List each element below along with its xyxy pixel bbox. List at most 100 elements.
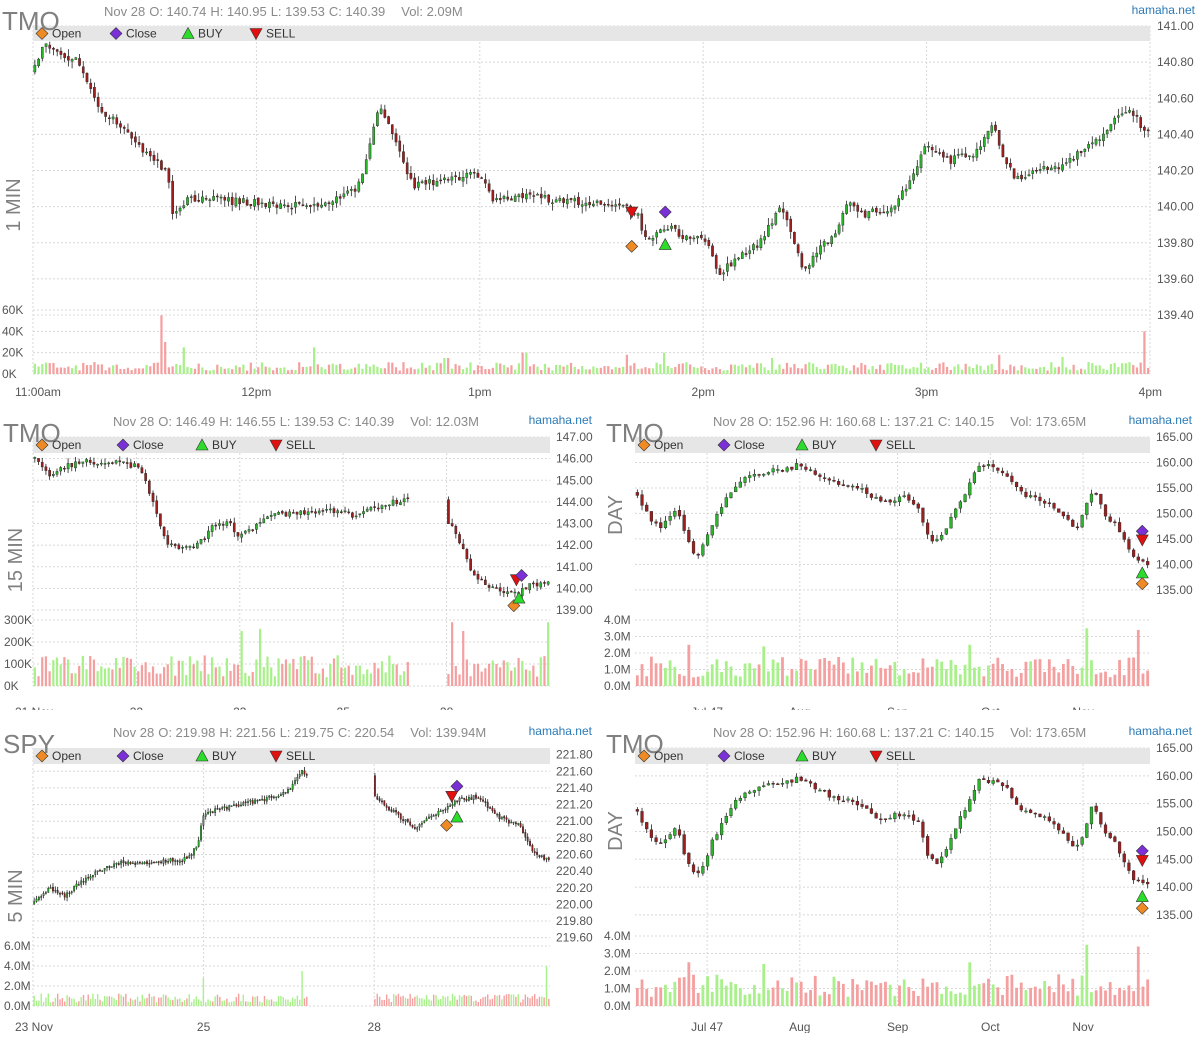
volume-bar [451, 622, 454, 686]
volume-bar [655, 362, 658, 374]
candle [1016, 172, 1020, 180]
volume-bar [968, 366, 971, 374]
volume-bar [130, 370, 133, 374]
candle [1009, 158, 1012, 171]
candle [167, 858, 170, 865]
candle [701, 861, 705, 876]
volume-bar [201, 367, 204, 374]
x-tick-label: Sep [887, 705, 909, 710]
volume-bar [347, 665, 350, 686]
candle [470, 794, 473, 801]
legend-sell-label: SELL [886, 749, 916, 763]
volume-bar [465, 659, 469, 686]
candle [388, 504, 391, 511]
site-label[interactable]: hamaha.net [1132, 3, 1196, 17]
candle [734, 797, 738, 811]
site-label[interactable]: hamaha.net [529, 413, 593, 427]
candle [949, 154, 953, 170]
volume-bar [376, 366, 379, 374]
candle [635, 489, 639, 499]
volume-bar [73, 998, 75, 1006]
candle [640, 807, 644, 826]
candle [47, 886, 50, 893]
candle [855, 795, 859, 811]
candle [711, 243, 714, 257]
volume-bar [249, 1001, 252, 1006]
volume-bar [56, 367, 59, 374]
volume-bar [44, 656, 48, 686]
candle [986, 460, 991, 469]
candle [446, 176, 450, 183]
volume-bar [648, 368, 651, 374]
candle [696, 235, 699, 245]
candle [1000, 782, 1005, 792]
candle [505, 815, 508, 823]
candle [380, 504, 384, 514]
volume-bar [383, 999, 386, 1006]
candle [404, 819, 407, 826]
candle [244, 799, 247, 807]
volume-bar [216, 364, 219, 374]
volume-bar [837, 981, 841, 1006]
volume-bar [718, 369, 722, 374]
candle [413, 823, 416, 830]
volume-bar [89, 998, 92, 1006]
y-tick-label: 220.60 [556, 847, 593, 861]
candle [879, 813, 883, 825]
site-label[interactable]: hamaha.net [1129, 413, 1193, 427]
candle [289, 787, 292, 790]
volume-bar [166, 664, 169, 686]
candle [1033, 812, 1037, 818]
candle [688, 235, 692, 245]
volume-bar [703, 368, 707, 374]
volume-bar [145, 364, 148, 374]
volume-bar [949, 660, 953, 686]
volume-bar [221, 1000, 223, 1006]
volume-bar [381, 999, 383, 1006]
candle [170, 539, 173, 548]
volume-bar [394, 367, 398, 374]
site-label[interactable]: hamaha.net [1129, 724, 1193, 738]
volume-bar [841, 662, 845, 686]
x-tick-label: Aug [789, 1020, 810, 1033]
candle [502, 194, 506, 203]
candle [851, 797, 855, 806]
candle [539, 187, 543, 205]
candle [78, 53, 81, 67]
volume-bar [108, 367, 111, 374]
volume-bar [113, 998, 115, 1006]
candle [33, 59, 37, 75]
volume-bar [510, 994, 512, 1006]
volume-bar [673, 666, 677, 686]
volume-bar [286, 370, 290, 374]
volume-bar [316, 364, 319, 374]
volume-bar [1047, 986, 1051, 1006]
site-label[interactable]: hamaha.net [529, 724, 593, 738]
volume-bar [137, 368, 141, 374]
volume-bar [534, 994, 536, 1006]
candle [465, 168, 469, 185]
volume-bar [1071, 978, 1075, 1006]
candle [1132, 870, 1136, 884]
candle [1090, 136, 1094, 149]
volume-bar [310, 656, 313, 686]
candle [216, 804, 219, 810]
trade-marker-buy [1135, 889, 1149, 902]
volume-bar [257, 367, 260, 374]
x-tick-label: 28 [368, 1020, 382, 1033]
volume-bar [444, 997, 447, 1006]
volume-bar [355, 665, 358, 686]
volume-bar [303, 655, 306, 686]
trade-marker-buy [658, 237, 672, 250]
x-tick-label: 23 [233, 705, 247, 710]
ohlc-header: Nov 28 O: 146.49 H: 146.55 L: 139.53 C: 140.… [113, 414, 479, 429]
candle [960, 148, 964, 157]
volume-bar [1124, 363, 1127, 374]
volume-bar [314, 673, 317, 686]
y-tick-label: 220.00 [556, 897, 593, 911]
volume-bar [968, 962, 972, 1006]
volume-bar [292, 658, 295, 686]
candle [543, 190, 547, 200]
y-tick-label: 140.00 [556, 581, 593, 595]
volume-bar [944, 986, 948, 1006]
